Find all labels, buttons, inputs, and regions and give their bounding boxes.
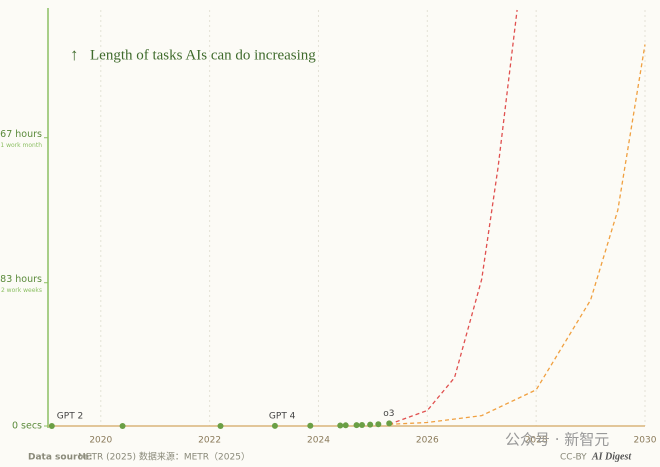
- y-tick-label: 83 hours: [0, 274, 42, 285]
- data-point: [119, 422, 126, 429]
- x-tick-label: 2026: [416, 436, 439, 446]
- data-point: [271, 422, 278, 429]
- chart-title: Length of tasks AIs can do increasing: [90, 47, 316, 63]
- data-point: [386, 420, 393, 427]
- x-tick-label: 2022: [198, 436, 221, 446]
- data-point: [48, 422, 55, 429]
- data-point: [307, 422, 314, 429]
- x-tick-label: 2020: [89, 436, 112, 446]
- x-tick-label: 2024: [307, 436, 330, 446]
- point-label: GPT 4: [269, 411, 296, 421]
- y-tick-note: 2 work weeks: [1, 287, 42, 294]
- projection-line: [388, 9, 518, 425]
- footer-license: CC-BY: [560, 453, 587, 463]
- data-point: [337, 422, 344, 429]
- data-point: [217, 422, 224, 429]
- data-point: [359, 421, 366, 428]
- title-icon: ↑: [70, 45, 79, 64]
- projection-line: [389, 44, 646, 425]
- data-point: [375, 421, 382, 428]
- point-label: GPT 2: [57, 411, 84, 421]
- data-point: [353, 422, 360, 429]
- y-tick-label: 167 hours: [0, 129, 42, 140]
- x-tick-label: 2028: [525, 436, 548, 446]
- y-tick-note: 1 work month: [0, 142, 42, 149]
- watermark: 公众号 · 新智元: [505, 431, 609, 449]
- point-label: o3: [383, 409, 394, 419]
- data-point: [342, 422, 349, 429]
- data-point: [367, 421, 374, 428]
- footer-source-label: Data source:: [28, 453, 92, 463]
- x-tick-label: 2030: [634, 436, 657, 446]
- footer-brand: AI Digest: [591, 451, 632, 462]
- y-tick-label: 0 secs: [12, 421, 42, 432]
- footer-source: METR (2025) 数据来源：METR（2025）: [78, 451, 250, 463]
